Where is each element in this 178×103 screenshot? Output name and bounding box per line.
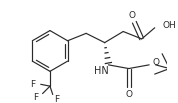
Text: OH: OH <box>162 20 176 30</box>
Text: HN: HN <box>94 66 108 76</box>
Text: F: F <box>30 80 35 89</box>
Text: O: O <box>125 90 132 99</box>
Text: O: O <box>129 11 136 20</box>
Text: F: F <box>33 93 38 102</box>
Text: F: F <box>55 95 60 103</box>
Text: O: O <box>152 59 159 67</box>
